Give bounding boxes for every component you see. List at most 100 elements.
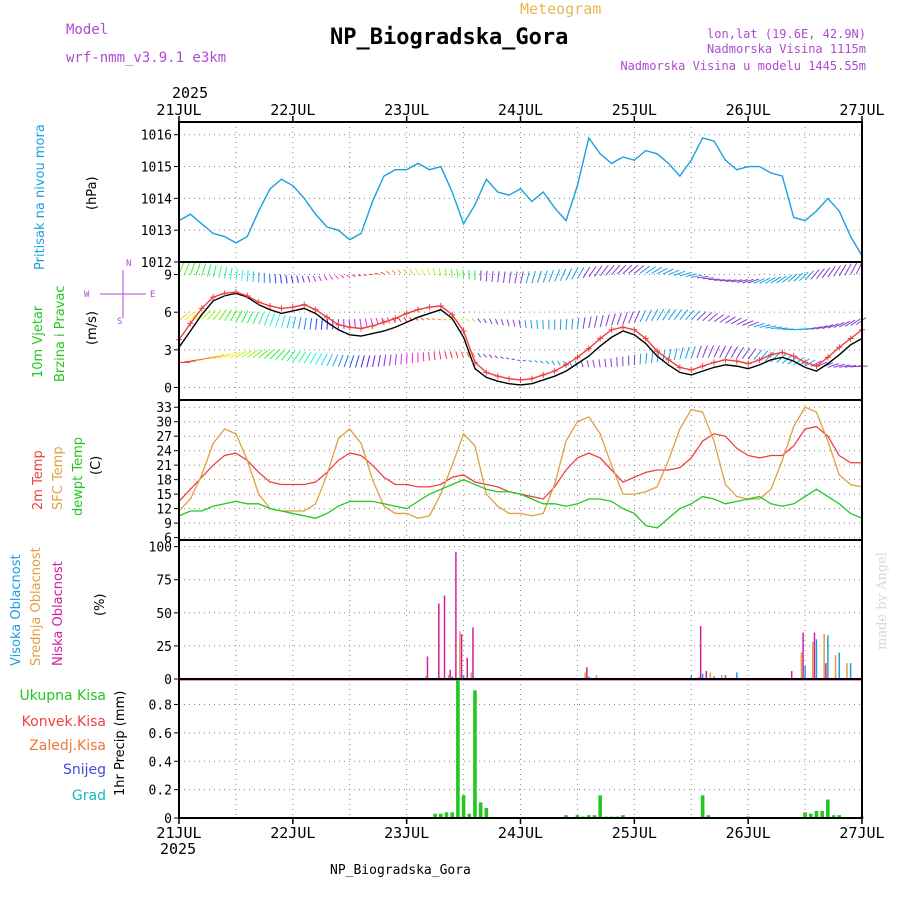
- wind-gust-marker: [654, 348, 661, 355]
- temp-ylabel: (C): [89, 456, 104, 475]
- compass-west: W: [84, 290, 90, 300]
- y-tick-label: 1013: [141, 224, 172, 239]
- pressure-title: Pritisak na nivou mora: [33, 124, 48, 270]
- wind-arrow: [326, 319, 329, 330]
- wind-arrow: [793, 357, 804, 366]
- precip-bar: [598, 795, 602, 818]
- y-tick-label: 3: [164, 344, 172, 359]
- top-date-label: 26JUL: [726, 101, 771, 119]
- wind-arrow: [207, 355, 219, 360]
- precip-bar: [456, 679, 460, 818]
- wind-arrow: [633, 310, 641, 323]
- legend-ukupna: Ukupna Kisa: [19, 688, 106, 704]
- legend-grad: Grad: [72, 788, 106, 804]
- wind-arrow: [320, 353, 328, 366]
- wind-arrow: [275, 349, 285, 360]
- precip-bar: [484, 808, 489, 818]
- wind-gust-marker: [289, 304, 296, 311]
- wind-arrow: [833, 265, 842, 277]
- y-tick-label: 0: [164, 673, 172, 688]
- wind-arrow: [357, 274, 362, 277]
- temp-title-dewpt: dewpt Temp: [71, 437, 86, 516]
- wind-arrow: [438, 351, 442, 360]
- wind-gust-marker: [244, 292, 251, 299]
- wind-gust-marker: [756, 356, 763, 363]
- wind-arrow: [713, 345, 720, 358]
- wind-arrow: [494, 318, 499, 325]
- wind-arrow: [759, 277, 771, 284]
- wind-arrow: [340, 274, 345, 279]
- wind-arrow: [816, 268, 825, 279]
- precip-bar: [820, 810, 824, 818]
- y-tick-label: 6: [164, 306, 172, 321]
- wind-arrow: [628, 264, 639, 274]
- wind-gust-marker: [517, 376, 524, 383]
- pressure-ylabel: (hPa): [85, 176, 100, 210]
- wind-arrow: [639, 310, 647, 323]
- y-tick-label: 0.6: [149, 727, 172, 742]
- wind-gust-marker: [824, 354, 831, 361]
- wind-arrow: [229, 309, 238, 322]
- wind-gust-marker: [642, 335, 649, 342]
- wind-arrow: [582, 266, 591, 279]
- wind-arrow: [810, 269, 820, 280]
- panel-4: 0 0.2 0.4 0.6 0.8: [149, 679, 864, 827]
- wind-arrow: [212, 265, 217, 278]
- wind-arrow: [285, 275, 288, 284]
- wind-arrow: [483, 318, 487, 324]
- wind-arrow: [616, 312, 622, 325]
- watermark: made by Angel: [875, 552, 890, 650]
- wind-arrow: [477, 352, 482, 358]
- wind-gust-marker: [449, 311, 456, 318]
- y-tick-label: 6: [164, 532, 172, 547]
- wind-gust-marker: [437, 302, 444, 309]
- wind-arrow: [599, 314, 604, 328]
- wind-gust-marker: [676, 364, 683, 371]
- wind-arrow: [685, 273, 697, 278]
- wind-arrow: [505, 357, 510, 360]
- y-tick-label: 0: [164, 381, 172, 396]
- wind-arrow: [565, 268, 573, 281]
- wind-arrow: [730, 346, 739, 359]
- wind-arrow: [460, 318, 464, 322]
- wind-arrow: [838, 264, 847, 276]
- wind-arrow: [850, 318, 861, 326]
- y-tick-label: 30: [156, 416, 172, 431]
- pressure-line: [178, 136, 863, 256]
- wind-arrow: [241, 310, 249, 323]
- wind-arrow: [799, 271, 809, 282]
- wind-gust-marker: [779, 349, 786, 356]
- wind-arrow: [252, 271, 255, 282]
- wind-arrow: [462, 269, 465, 279]
- bottom-date-label: 23JUL: [384, 824, 429, 842]
- wind-gust-marker: [574, 354, 581, 361]
- top-date-label: 24JUL: [498, 101, 543, 119]
- wind-arrow: [536, 319, 539, 330]
- wind-arrow: [298, 351, 307, 363]
- wind-arrow: [218, 309, 227, 321]
- y-tick-label: 0.2: [149, 784, 172, 799]
- wind-gust-marker: [699, 363, 706, 370]
- precip-bar: [439, 813, 443, 818]
- wind-arrow: [622, 311, 628, 325]
- temp-sfc-line: [178, 406, 863, 519]
- temp-dewpt-line: [178, 478, 863, 529]
- wind-arrow: [736, 279, 748, 283]
- wind-arrow: [827, 323, 839, 329]
- wind-arrow: [352, 274, 356, 277]
- wind-arrow: [500, 319, 504, 326]
- wind-arrow: [241, 350, 252, 358]
- model-altitude-label: Nadmorska Visina u modelu 1445.55m: [620, 59, 866, 73]
- wind-arrow: [332, 354, 339, 367]
- wind-arrow: [782, 274, 793, 283]
- wind-arrow: [776, 353, 787, 363]
- precip-bar: [814, 810, 819, 818]
- wind-arrow: [839, 364, 851, 368]
- wind-arrow: [422, 352, 425, 362]
- wind-arrow: [354, 355, 360, 368]
- wind-arrow: [514, 271, 518, 284]
- wind-arrow: [258, 349, 269, 359]
- wind-arrow: [184, 311, 195, 321]
- top-date-label: 22JUL: [270, 101, 315, 119]
- wind-gust-marker: [540, 371, 547, 378]
